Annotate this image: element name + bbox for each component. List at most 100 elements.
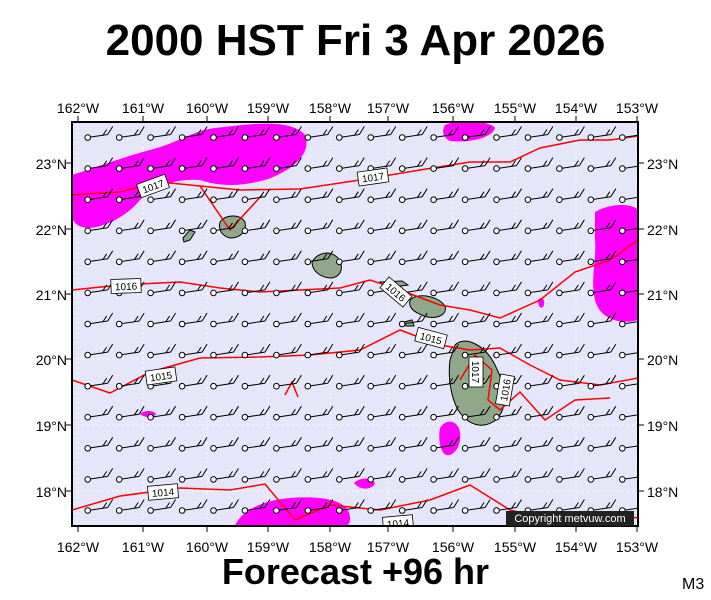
wind-barb	[461, 250, 491, 266]
isobar-label-text: 1017	[469, 361, 480, 384]
wind-barb	[147, 343, 177, 359]
wind-barb	[241, 250, 271, 266]
isobar-label-text: 1015	[149, 370, 173, 384]
wind-barb	[556, 499, 585, 514]
wind-barb	[524, 250, 554, 266]
wind-barb	[587, 437, 617, 452]
wind-barb	[147, 219, 177, 235]
wind-barb	[398, 405, 428, 421]
wind-barb	[430, 157, 460, 172]
wind-barb	[304, 312, 334, 328]
wind-barb	[210, 126, 239, 141]
wind-barb	[147, 126, 177, 141]
wind-barb	[147, 468, 177, 483]
wind-barb	[273, 405, 302, 421]
island-maui	[409, 295, 446, 319]
wind-barb	[461, 437, 491, 452]
ocean-background	[72, 122, 638, 526]
wind-barb	[273, 126, 302, 141]
wind-barb	[335, 188, 365, 203]
wind-barb	[241, 157, 271, 172]
wind-barb	[304, 157, 334, 172]
wind-barb	[335, 468, 365, 483]
wind-barb	[241, 312, 271, 328]
wind-barb	[524, 188, 554, 203]
wind-barb	[115, 343, 145, 359]
lon-label-top: 158°W	[309, 100, 352, 116]
wind-barb	[461, 468, 491, 483]
wind-barb	[147, 281, 177, 297]
wind-barb	[398, 468, 428, 483]
wind-barb	[210, 250, 239, 266]
isobar-label: 1014	[147, 483, 179, 501]
wind-barb	[147, 437, 177, 452]
wind-barb	[178, 219, 208, 235]
wind-barb	[178, 437, 208, 452]
wind-barb	[556, 126, 585, 141]
wind-barb	[524, 343, 554, 359]
wind-barb	[461, 157, 491, 172]
lon-label-bottom: 156°W	[432, 539, 475, 555]
wind-barb	[210, 219, 239, 235]
wind-barb	[178, 405, 208, 421]
lon-label-top: 162°W	[57, 100, 100, 116]
wind-barb	[430, 405, 460, 421]
wind-barbs	[84, 126, 638, 514]
wind-barb	[398, 126, 428, 141]
wind-barb	[304, 281, 334, 297]
wind-barb	[115, 437, 145, 452]
wind-barb	[241, 188, 271, 203]
wind-barb	[398, 374, 428, 390]
wind-barb	[335, 499, 365, 514]
lon-label-bottom: 160°W	[186, 539, 229, 555]
wind-barb	[493, 219, 522, 235]
wind-barb	[241, 437, 271, 452]
wind-barb	[618, 444, 638, 452]
wind-barb	[335, 157, 365, 172]
wind-barb	[493, 499, 522, 514]
wind-barb	[430, 188, 460, 203]
wind-barb	[304, 219, 334, 235]
wind-barb	[461, 405, 491, 421]
wind-barb	[147, 312, 177, 328]
wind-barb	[618, 288, 638, 297]
wind-barb	[335, 219, 365, 235]
lon-label-bottom: 162°W	[57, 539, 100, 555]
wind-barb	[398, 499, 428, 514]
forecast-label: Forecast +96 hr	[221, 551, 490, 592]
wind-barb	[618, 257, 638, 266]
wind-barb	[304, 188, 334, 203]
wind-barb	[587, 157, 617, 172]
wind-barb	[461, 219, 491, 235]
rain-area-north	[72, 123, 307, 228]
wind-barb	[367, 343, 397, 359]
wind-barb	[430, 374, 460, 390]
wind-barb	[335, 437, 365, 452]
lon-label-top: 155°W	[494, 100, 537, 116]
wind-barb	[241, 499, 271, 514]
wind-barb	[398, 157, 428, 172]
wind-barb	[493, 157, 522, 172]
wind-barb	[524, 157, 554, 172]
wind-barb	[587, 468, 617, 483]
wind-barb	[367, 437, 397, 452]
isobar-label: 1015	[414, 326, 448, 350]
wind-barb	[304, 405, 334, 421]
wind-barb	[524, 468, 554, 483]
lon-label-top: 153°W	[616, 100, 659, 116]
wind-barb	[335, 343, 365, 359]
lon-label-bottom: 161°W	[122, 539, 165, 555]
lat-label-right: 18°N	[647, 484, 678, 500]
wind-barb	[273, 157, 302, 172]
wind-barb	[84, 343, 114, 359]
wind-barb	[115, 468, 145, 483]
wind-barb	[178, 468, 208, 483]
wind-barb	[618, 164, 638, 172]
wind-barb	[587, 188, 617, 203]
wind-barb	[273, 437, 302, 452]
wind-barb	[241, 126, 271, 141]
wind-barb	[398, 437, 428, 452]
wind-barb	[115, 312, 145, 328]
lon-label-top: 154°W	[555, 100, 598, 116]
wind-barb	[461, 188, 491, 203]
